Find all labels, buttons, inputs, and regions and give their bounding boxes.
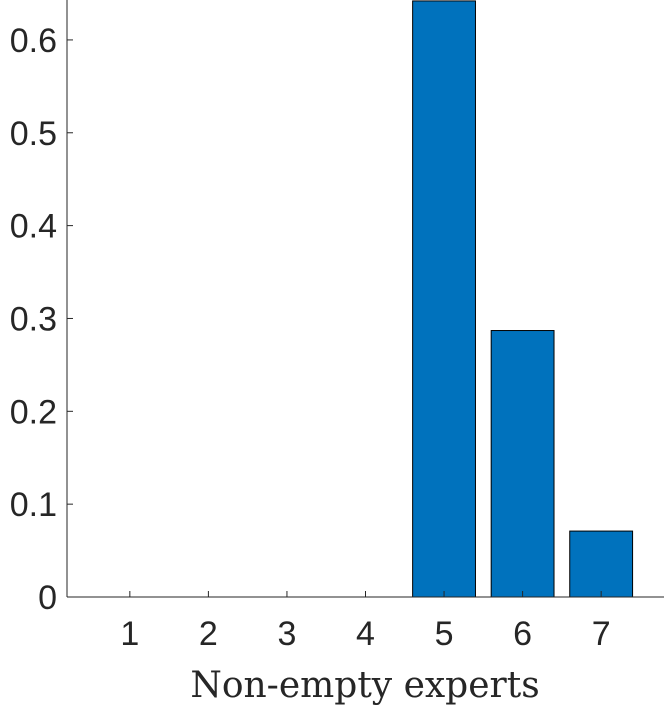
x-tick-label: 6 — [513, 615, 532, 653]
axes — [66, 0, 664, 598]
x-tick-label: 1 — [120, 615, 139, 653]
y-tick-label: 0.3 — [10, 300, 57, 338]
y-tick-label: 0.5 — [10, 115, 57, 153]
bars — [98, 0, 634, 598]
y-tick-label: 0.4 — [10, 208, 57, 246]
y-tick-label: 0.2 — [10, 393, 57, 431]
y-tick-label: 0.6 — [10, 22, 57, 60]
bar-6 — [490, 330, 555, 598]
bar-5 — [412, 0, 476, 598]
x-axis-label: Non-empty experts — [190, 665, 539, 706]
y-axis-ticks: 0 0.1 0.2 0.3 0.4 0.5 0.6 — [10, 22, 73, 617]
x-tick-label: 5 — [435, 615, 454, 653]
y-tick-label: 0.1 — [10, 486, 57, 524]
x-tick-label: 2 — [199, 615, 218, 653]
x-tick-label: 7 — [592, 615, 611, 653]
x-tick-label: 3 — [277, 615, 296, 653]
bar-7 — [569, 530, 634, 598]
x-tick-label: 4 — [356, 615, 375, 653]
y-tick-label: 0 — [38, 579, 57, 617]
x-axis-ticks: 1 2 3 4 5 6 7 — [120, 591, 611, 653]
